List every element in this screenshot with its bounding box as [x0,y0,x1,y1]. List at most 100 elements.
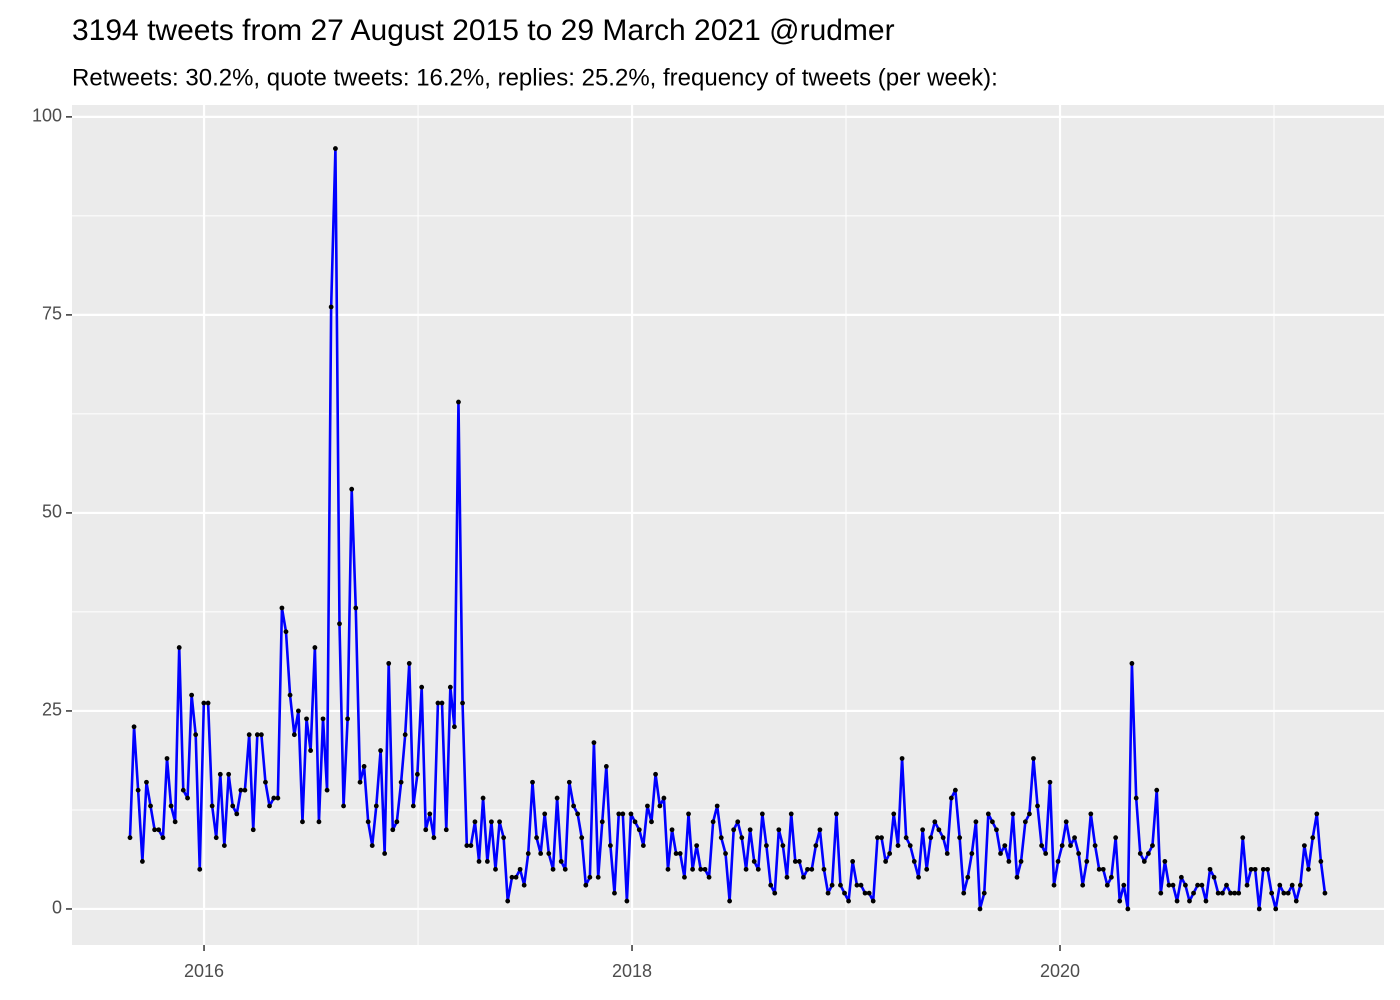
data-point [1289,882,1295,888]
data-point [357,779,363,785]
data-point [1281,890,1287,896]
data-point [1121,882,1127,888]
data-point [275,795,281,801]
data-point [423,827,429,833]
data-point [895,843,901,848]
data-point [353,605,359,611]
data-point [312,645,318,650]
data-point [135,787,141,793]
data-point [164,756,170,761]
data-point [1022,819,1028,825]
data-point [1104,882,1110,888]
data-point [571,803,577,809]
data-point [402,732,408,738]
data-point [838,882,843,888]
data-point [205,700,211,706]
data-point [1260,866,1266,872]
data-point [870,898,876,904]
data-point [595,874,601,880]
data-point [1125,906,1131,912]
data-point [727,898,733,904]
data-point [1141,859,1147,864]
data-point [862,890,868,896]
data-point [1277,882,1283,888]
data-point [521,882,527,888]
data-point [1039,843,1045,848]
data-point [805,866,810,872]
data-point [464,843,470,848]
data-point [406,661,412,666]
data-point [509,874,515,880]
data-point [1166,882,1172,888]
data-point [875,835,880,841]
data-point [345,716,351,722]
data-point [1113,835,1119,841]
data-point [1248,866,1254,872]
data-point [911,859,917,864]
data-point [439,700,445,706]
data-point [1100,866,1106,872]
data-point [965,874,971,880]
data-point [414,771,420,777]
data-point [1088,811,1094,817]
data-point [1096,866,1102,872]
chart-subtitle: Retweets: 30.2%, quote tweets: 16.2%, re… [72,64,998,91]
data-point [801,874,806,880]
y-tick-label: 100 [32,106,62,126]
data-point [324,787,330,793]
data-point [591,740,597,746]
data-point [796,859,802,864]
data-point [866,890,872,896]
data-point [1059,843,1065,848]
data-point [148,803,153,809]
data-point [677,851,683,856]
data-point [1080,882,1086,888]
data-point [731,827,737,833]
data-point [328,304,334,310]
data-point [361,763,367,769]
data-point [920,827,926,833]
data-point [628,811,634,817]
data-point [751,859,757,864]
data-point [645,803,650,809]
data-point [230,803,236,809]
data-point [472,819,478,825]
data-point [698,866,704,872]
data-point [1244,882,1250,888]
data-point [390,827,396,833]
data-point [386,661,392,666]
data-point [665,866,671,872]
data-point [657,803,663,809]
data-point [538,851,544,856]
data-point [238,787,244,793]
data-point [916,874,921,880]
data-point [1314,811,1320,817]
data-point [443,827,449,833]
plot-panel [72,105,1384,945]
data-point [649,819,654,825]
data-point [221,843,227,848]
data-point [653,771,658,777]
data-point [1191,890,1196,896]
data-point [702,866,708,872]
data-point [189,692,195,698]
chart-title: 3194 tweets from 27 August 2015 to 29 Ma… [72,14,895,47]
x-tick-label: 2016 [184,961,224,981]
data-point [534,835,539,841]
data-point [501,835,507,841]
data-point [624,898,630,904]
data-point [640,843,646,848]
data-point [254,732,260,738]
data-point [365,819,371,825]
data-point [616,811,622,817]
data-point [489,819,494,825]
data-point [172,819,178,825]
data-point [382,851,388,856]
data-point [879,835,884,841]
data-point [193,732,199,738]
data-point [144,779,149,785]
data-point [1035,803,1040,809]
data-point [1006,859,1012,864]
data-point [817,827,823,833]
data-point [994,827,999,833]
